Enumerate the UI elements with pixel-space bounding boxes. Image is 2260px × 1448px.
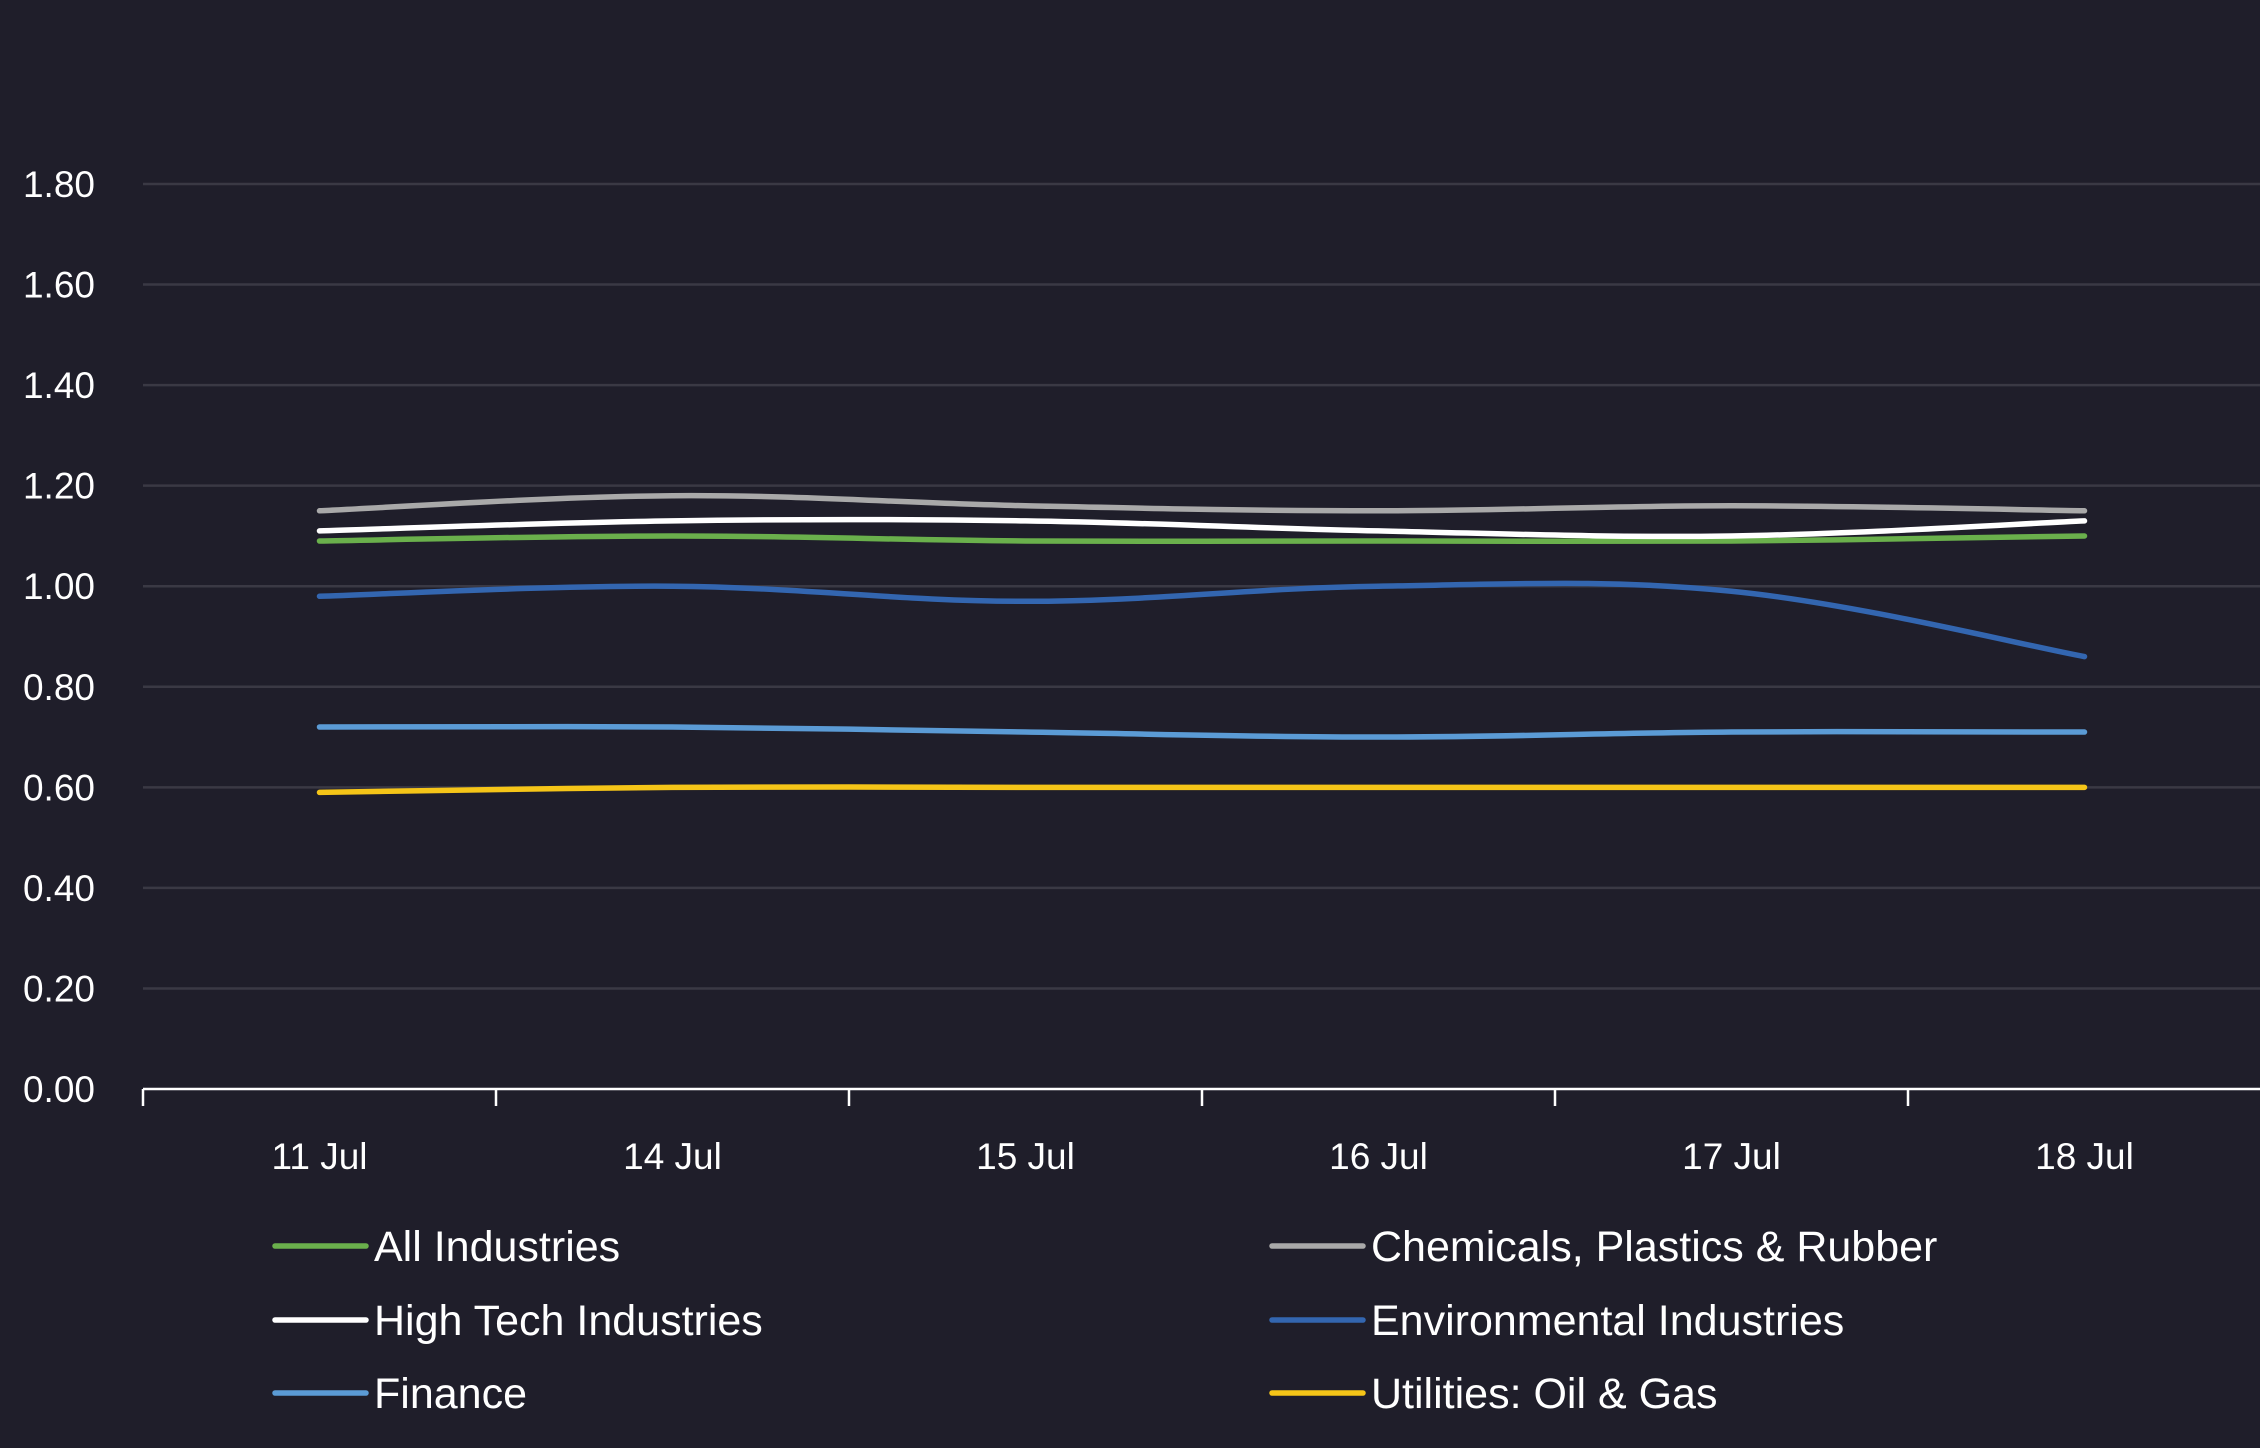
- series-line: [316, 723, 2088, 740]
- x-tick-label: 15 Jul: [976, 1136, 1075, 1177]
- y-tick-label: 0.20: [23, 968, 95, 1009]
- series-line: [316, 492, 2088, 514]
- y-tick-label: 0.40: [23, 868, 95, 909]
- series-line: [316, 580, 2088, 660]
- gridlines: [143, 182, 2260, 990]
- y-tick-label: 1.40: [23, 365, 95, 406]
- legend: All Industries Chemicals, Plastics & Rubb…: [272, 1223, 1937, 1418]
- y-tick-label: 0.00: [23, 1069, 95, 1110]
- x-tick-label: 16 Jul: [1329, 1136, 1428, 1177]
- x-tick-label: 17 Jul: [1682, 1136, 1781, 1177]
- legend-label: All Industries: [374, 1223, 620, 1271]
- y-tick-label: 0.80: [23, 667, 95, 708]
- y-tick-label: 1.00: [23, 566, 95, 607]
- x-tick-label: 11 Jul: [272, 1136, 368, 1177]
- series-lines: [316, 492, 2088, 796]
- legend-label: Chemicals, Plastics & Rubber: [1371, 1223, 1937, 1271]
- x-tick-label: 18 Jul: [2035, 1136, 2134, 1177]
- x-tick-label: 14 Jul: [623, 1136, 722, 1177]
- series-line: [316, 516, 2088, 540]
- legend-label: Utilities: Oil & Gas: [1371, 1370, 1717, 1418]
- y-axis: 0.00 0.20 0.40 0.60 0.80 1.00 1.20 1.40 1.60 1.80: [23, 164, 95, 1110]
- y-tick-label: 1.80: [23, 164, 95, 205]
- series-line: [316, 784, 2088, 796]
- y-tick-label: 1.20: [23, 466, 95, 507]
- legend-label: Environmental Industries: [1371, 1297, 1844, 1345]
- y-tick-label: 1.60: [23, 265, 95, 306]
- legend-label: High Tech Industries: [374, 1297, 763, 1345]
- y-tick-label: 0.60: [23, 767, 95, 808]
- series-line: [316, 533, 2088, 545]
- x-axis: 11 Jul 14 Jul 15 Jul 16 Jul 17 Jul 18 Jul: [141, 1087, 2260, 1177]
- legend-label: Finance: [374, 1370, 527, 1418]
